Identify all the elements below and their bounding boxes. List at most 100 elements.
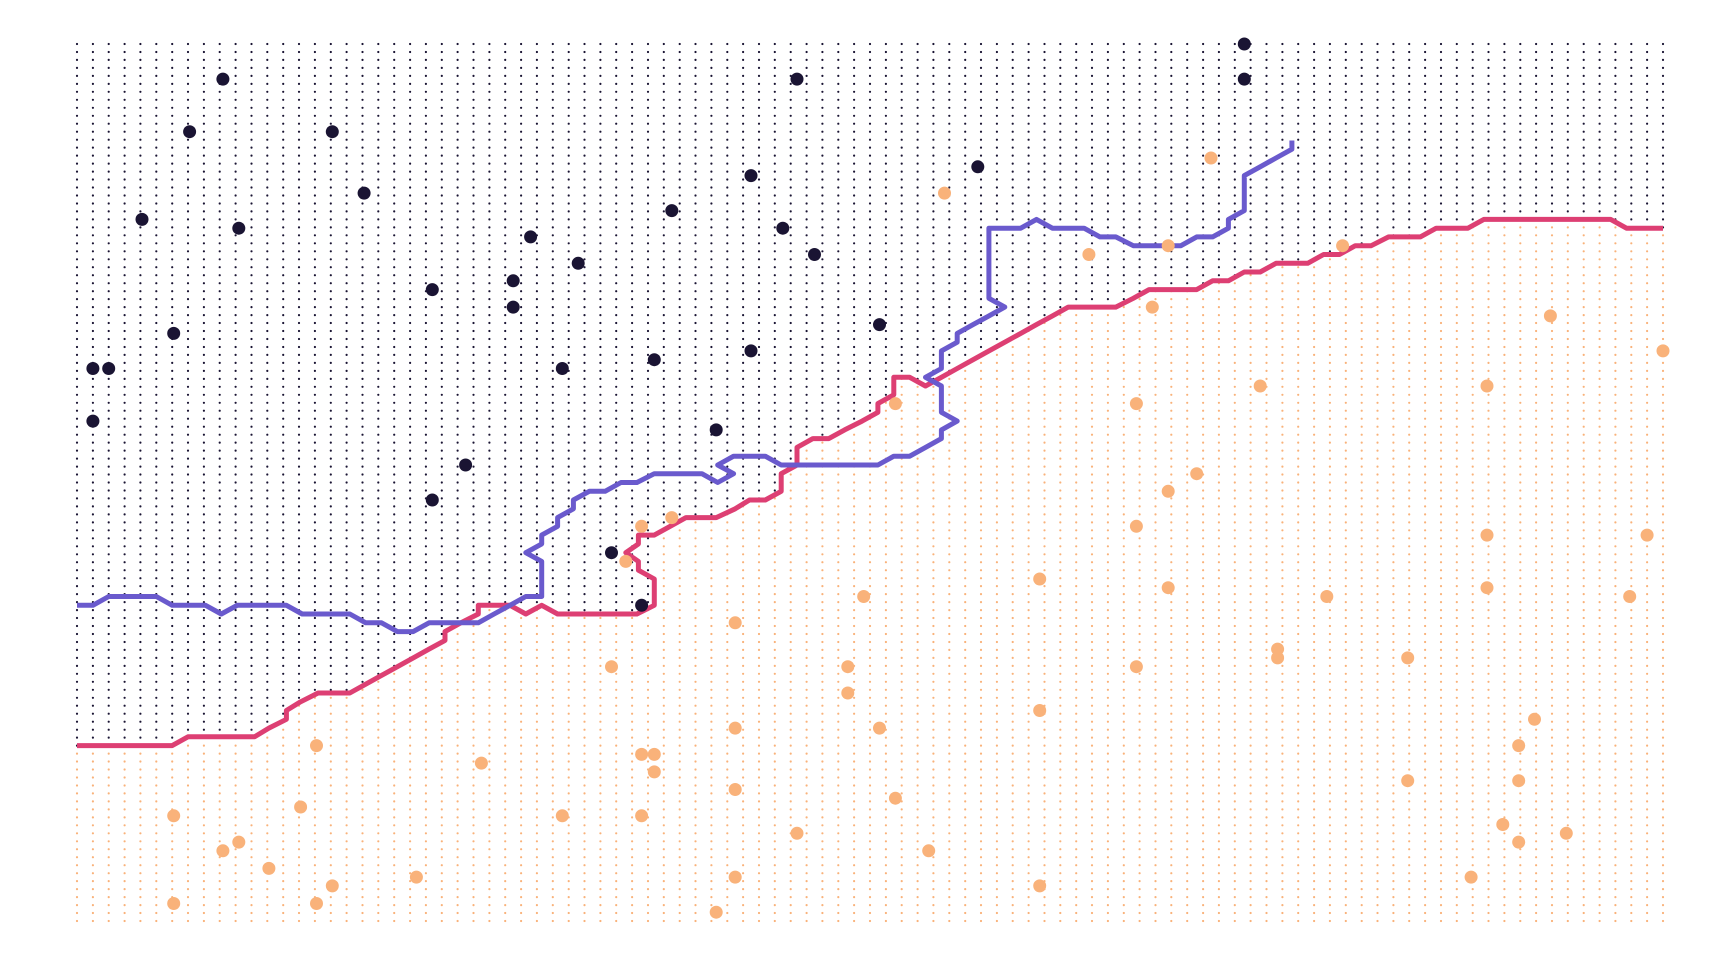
point-class-b (938, 186, 951, 200)
point-class-b (635, 747, 649, 761)
point-class-a (605, 546, 618, 560)
training-points (86, 37, 1670, 919)
point-class-b (1145, 300, 1159, 314)
point-class-b (1512, 774, 1526, 788)
point-class-a (425, 493, 439, 507)
point-class-a (86, 362, 100, 375)
point-class-b (1320, 590, 1334, 603)
boundary-lines (77, 140, 1663, 749)
point-class-a (571, 256, 585, 270)
point-class-b (1336, 239, 1350, 253)
point-class-b (605, 660, 618, 674)
point-class-a (1237, 37, 1251, 51)
point-class-b (294, 800, 308, 814)
point-class-b (1204, 151, 1218, 165)
point-class-a (776, 221, 790, 235)
point-class-b (216, 844, 230, 858)
point-class-b (728, 721, 742, 735)
point-class-b (262, 861, 276, 875)
region-class-b-dots (75, 226, 1665, 923)
point-class-a (647, 353, 661, 367)
boundary-line-1 (77, 216, 1663, 749)
point-class-b (1543, 309, 1557, 323)
point-class-a (325, 125, 339, 139)
point-class-b (232, 835, 246, 849)
point-class-b (888, 791, 902, 805)
point-class-b (1464, 870, 1478, 884)
point-class-b (1190, 467, 1204, 481)
point-class-b (1082, 248, 1096, 261)
point-class-b (841, 686, 855, 700)
point-class-b (1033, 704, 1047, 717)
point-class-b (1161, 239, 1175, 253)
point-class-a (1237, 72, 1251, 86)
point-class-b (790, 826, 804, 840)
point-class-a (135, 212, 149, 226)
point-class-b (1512, 739, 1526, 753)
point-class-a (167, 326, 181, 340)
point-class-b (474, 756, 488, 770)
point-class-b (857, 590, 871, 603)
point-class-b (1033, 572, 1047, 586)
point-class-b (1129, 660, 1143, 674)
point-class-a (102, 362, 116, 375)
point-class-b (728, 616, 742, 630)
point-class-a (971, 160, 985, 174)
point-class-b (728, 870, 742, 884)
point-class-b (888, 397, 902, 411)
point-class-b (873, 721, 886, 735)
point-class-b (1480, 528, 1494, 542)
point-class-b (709, 905, 723, 919)
point-class-b (310, 739, 323, 753)
point-class-a (665, 204, 679, 218)
point-class-b (665, 511, 679, 525)
point-class-a (357, 186, 371, 200)
point-class-a (635, 598, 649, 612)
point-class-a (744, 169, 758, 183)
point-class-b (1271, 651, 1285, 665)
point-class-b (619, 554, 633, 568)
point-class-b (310, 897, 323, 910)
background-class-grid (75, 42, 1665, 923)
point-class-b (1623, 590, 1637, 603)
point-class-b (647, 765, 661, 779)
point-class-b (1129, 519, 1143, 533)
point-class-b (1253, 379, 1267, 393)
point-class-a (232, 221, 246, 235)
point-class-b (1512, 835, 1526, 849)
point-class-b (635, 809, 649, 823)
point-class-b (1401, 651, 1415, 665)
point-class-b (922, 844, 936, 858)
point-class-b (1033, 879, 1047, 893)
boundary-line-2 (77, 140, 1295, 635)
point-class-a (216, 72, 230, 86)
point-class-b (1161, 484, 1175, 498)
point-class-a (425, 283, 439, 297)
point-class-b (647, 747, 661, 761)
point-class-b (1640, 528, 1654, 542)
point-class-b (1656, 344, 1670, 358)
point-class-a (744, 344, 758, 358)
point-class-a (506, 274, 520, 288)
point-class-b (1480, 379, 1494, 393)
point-class-a (873, 318, 886, 332)
point-class-a (524, 230, 538, 244)
point-class-b (635, 519, 649, 533)
point-class-a (459, 458, 473, 472)
point-class-a (808, 248, 821, 261)
point-class-b (1129, 397, 1143, 411)
point-class-b (325, 879, 339, 893)
point-class-a (183, 125, 197, 139)
point-class-b (1480, 581, 1494, 595)
point-class-a (555, 362, 569, 375)
point-class-b (409, 870, 423, 884)
point-class-b (1496, 818, 1510, 831)
point-class-b (167, 809, 181, 823)
point-class-b (555, 809, 569, 823)
point-class-b (728, 783, 742, 796)
point-class-a (506, 300, 520, 314)
point-class-a (86, 414, 100, 428)
point-class-b (841, 660, 855, 674)
point-class-b (1401, 774, 1415, 788)
